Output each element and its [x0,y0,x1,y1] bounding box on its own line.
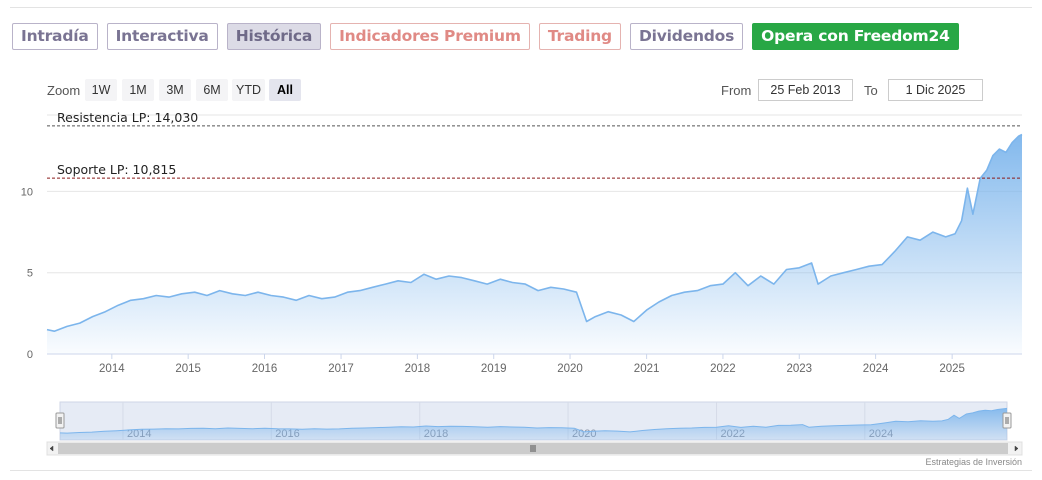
tab-dividendos[interactable]: Dividendos [629,23,744,50]
zoom-all-button[interactable]: All [269,79,301,101]
tab-historica[interactable]: Histórica [226,23,322,50]
x-tick-label: 2020 [557,363,583,375]
scroll-right-arrow-icon[interactable] [1014,445,1019,452]
navigator-line [59,407,1008,434]
zoom-ytd-button[interactable]: YTD [232,79,265,101]
to-date-input[interactable]: 1 Dic 2025 [888,79,983,101]
chart-tabs: Intradía Interactiva Histórica Indicador… [12,23,968,50]
to-label: To [864,83,878,98]
scroll-left-arrow-icon[interactable] [49,445,54,452]
top-divider [10,7,1032,8]
bottom-divider [10,470,1032,471]
x-tick-label: 2018 [405,363,431,375]
zoom-label: Zoom [47,83,81,98]
tab-trading[interactable]: Trading [538,23,621,50]
x-tick-label: 2025 [939,363,965,375]
zoom-6m-button[interactable]: 6M [196,79,228,101]
resistance-label: Resistencia LP: 14,030 [57,110,198,125]
support-label: Soporte LP: 10,815 [57,162,176,177]
zoom-3m-button[interactable]: 3M [159,79,191,101]
tab-intradia[interactable]: Intradía [12,23,98,50]
zoom-1m-button[interactable]: 1M [122,79,154,101]
x-tick-label: 2014 [99,363,125,375]
y-tick-label: 0 [27,349,33,361]
from-date-input[interactable]: 25 Feb 2013 [758,79,853,101]
x-tick-label: 2019 [481,363,507,375]
navigator-left-handle[interactable] [55,412,65,429]
y-tick-label: 10 [21,186,33,198]
navigator-area [60,408,1007,440]
opera-freedom24-button[interactable]: Opera con Freedom24 [752,23,959,50]
price-line [46,133,1023,332]
y-tick-label: 5 [27,268,33,280]
x-tick-label: 2015 [175,363,201,375]
x-tick-label: 2022 [710,363,736,375]
x-tick-label: 2021 [634,363,660,375]
from-label: From [721,83,752,98]
x-tick-label: 2023 [786,363,812,375]
zoom-1w-button[interactable]: 1W [85,79,117,101]
chart-credit[interactable]: Estrategias de Inversión [925,457,1022,467]
tab-interactiva[interactable]: Interactiva [106,23,218,50]
tab-indicadores-premium[interactable]: Indicadores Premium [330,23,530,50]
x-tick-label: 2017 [328,363,354,375]
navigator-right-handle[interactable] [1002,412,1012,429]
x-tick-label: 2016 [252,363,278,375]
price-area [47,134,1022,354]
x-tick-label: 2024 [863,363,889,375]
